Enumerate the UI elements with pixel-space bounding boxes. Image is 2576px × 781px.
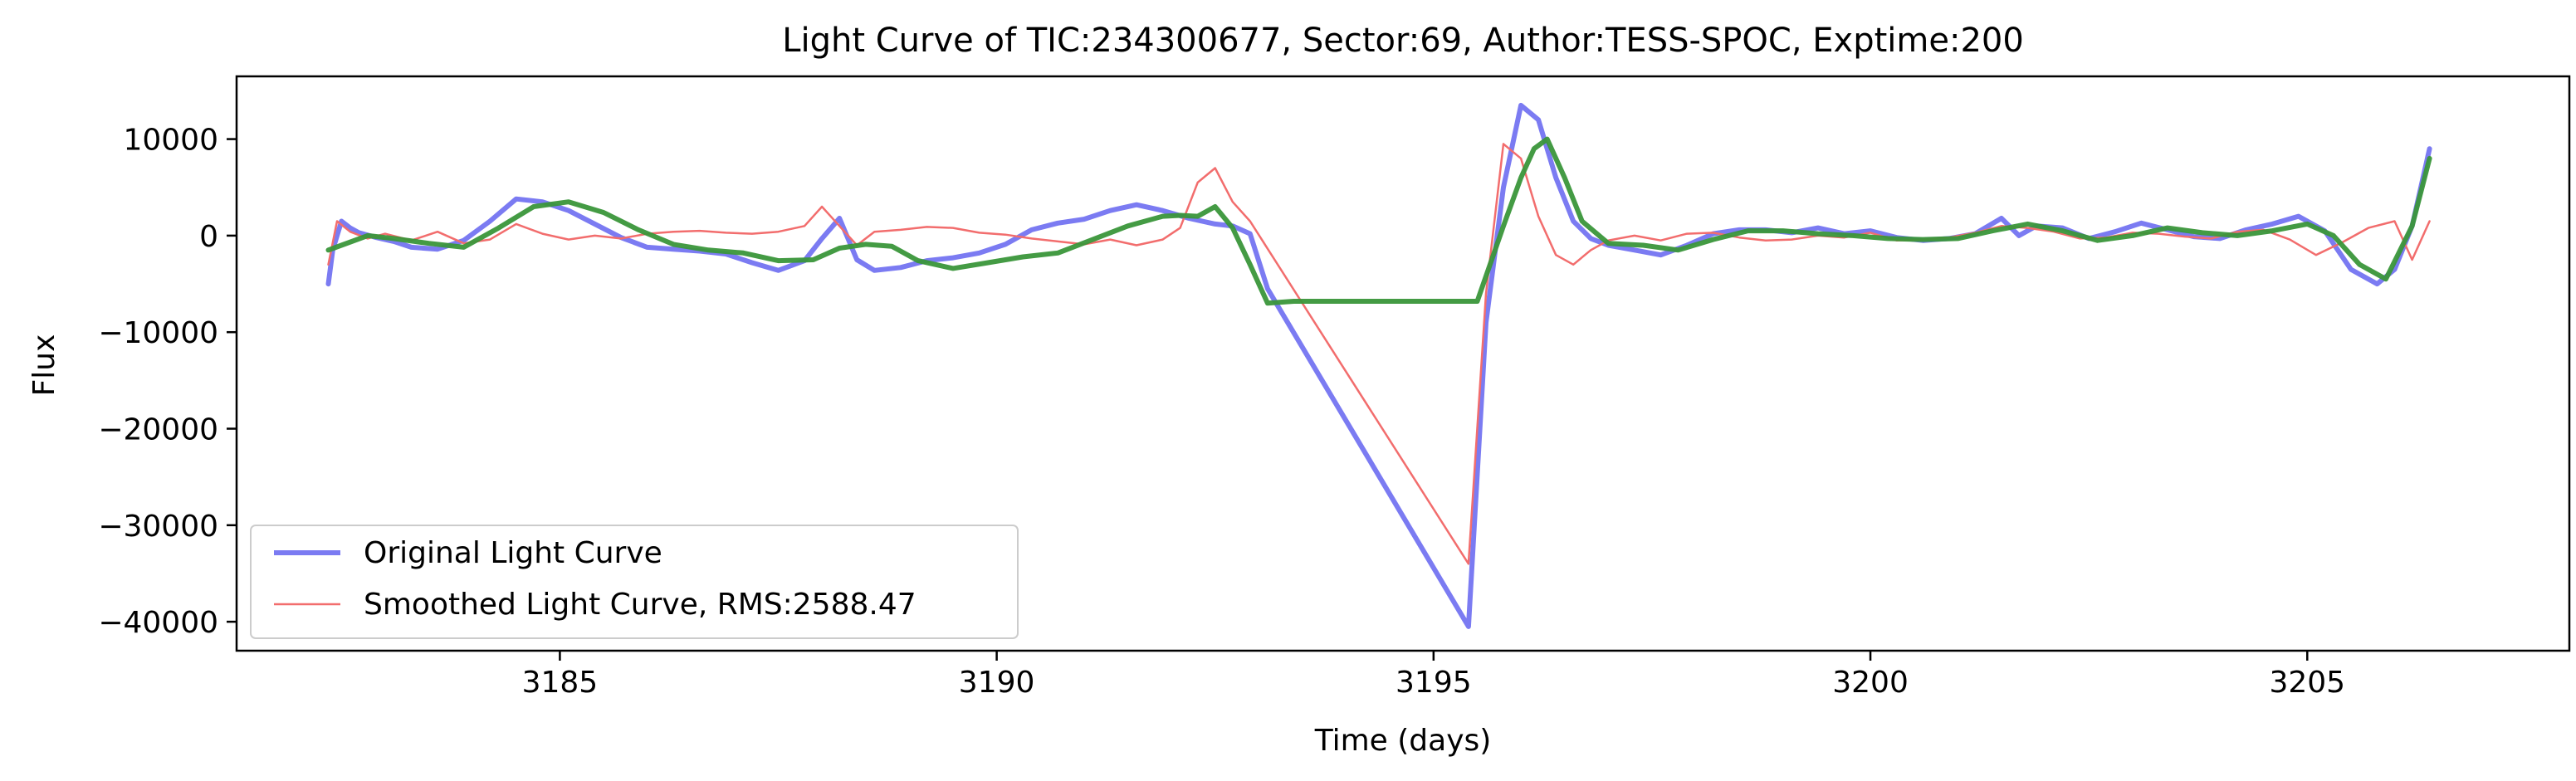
legend-label-original: Original Light Curve [364, 536, 662, 570]
x-tick-label: 3185 [522, 666, 599, 700]
plot-frame [235, 75, 2571, 652]
series-line-trend [325, 136, 2432, 306]
legend-box [250, 525, 1019, 639]
series-line-smoothed [327, 143, 2431, 565]
y-axis-label: Flux [27, 334, 61, 397]
y-tick-label: −40000 [98, 606, 218, 640]
chart-title: Light Curve of TIC:234300677, Sector:69,… [782, 22, 2024, 60]
x-tick-label: 3200 [1832, 666, 1909, 700]
y-tick-label: −10000 [98, 316, 218, 350]
y-tick-label: −30000 [98, 510, 218, 544]
x-tick-label: 3190 [959, 666, 1035, 700]
x-axis-label: Time (days) [1314, 724, 1492, 758]
y-tick-label: 0 [199, 220, 218, 254]
series-layer [325, 102, 2432, 629]
x-axis: 3185 3190 3195 3200 3205 [522, 651, 2345, 700]
y-tick-label: 10000 [123, 124, 218, 158]
legend: Original Light Curve Smoothed Light Curv… [250, 525, 1019, 639]
x-tick-label: 3195 [1396, 666, 1472, 700]
y-tick-label: −20000 [98, 413, 218, 447]
x-tick-label: 3205 [2269, 666, 2345, 700]
legend-label-smoothed: Smoothed Light Curve, RMS:2588.47 [364, 588, 917, 622]
y-axis: 10000 0 −10000 −20000 −30000 −40000 [98, 124, 237, 640]
